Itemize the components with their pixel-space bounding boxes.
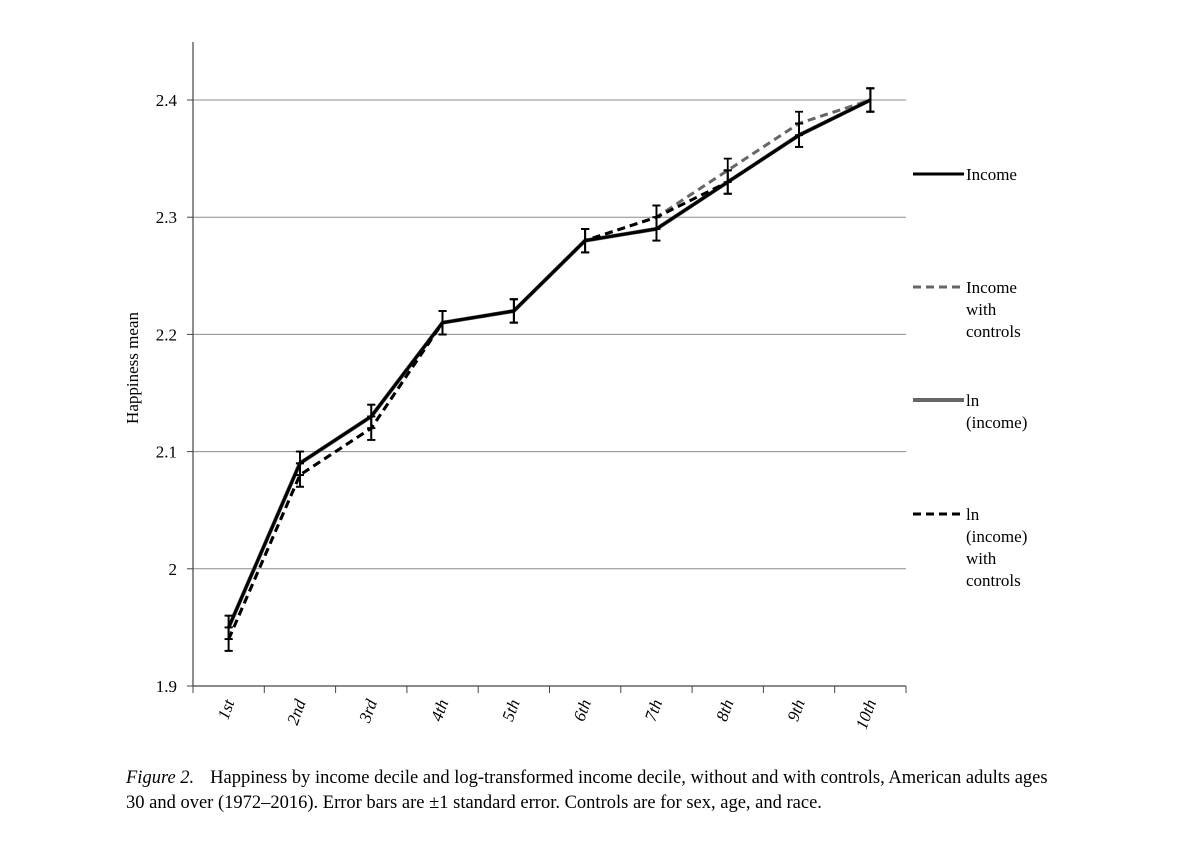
y-tick-label: 2.1	[156, 443, 177, 462]
axes	[187, 42, 907, 693]
series-line	[227, 98, 872, 640]
x-tick-label: 2nd	[283, 696, 310, 727]
y-tick-label: 2.2	[156, 325, 177, 344]
series-line	[227, 98, 871, 640]
legend-label: Income	[966, 278, 1017, 297]
figure-label: Figure 2.	[126, 768, 195, 788]
legend-label: Income	[966, 165, 1017, 184]
x-tick-label: 4th	[427, 697, 452, 724]
x-tick-label: 6th	[570, 697, 595, 724]
y-tick-label: 1.9	[156, 677, 177, 696]
legend-label: (income)	[966, 413, 1027, 432]
y-axis-label: Happiness mean	[123, 312, 142, 424]
y-tick-labels: 1.9 2 2.1 2.2 2.3 2.4	[156, 91, 178, 696]
x-tick-label: 8th	[712, 697, 737, 724]
legend-label: ln	[966, 505, 980, 524]
y-tick-label: 2.3	[156, 208, 177, 227]
caption-text: Happiness by income decile and log-trans…	[126, 768, 1048, 813]
y-tick-label: 2	[169, 560, 178, 579]
series-lines	[226, 98, 872, 640]
x-tick-labels: 1st 2nd 3rd 4th 5th 6th 7th 8th 9th 10th	[214, 696, 880, 732]
x-tick-label: 9th	[784, 697, 809, 724]
x-tick-label: 7th	[641, 697, 666, 724]
series-line	[226, 98, 872, 629]
y-tick-label: 2.4	[156, 91, 178, 110]
chart: 1.9 2 2.1 2.2 2.3 2.4 1st 2nd 3rd 4th 5th 6th 7th 8t…	[123, 42, 1027, 732]
gridlines	[193, 99, 906, 570]
error-bars	[224, 87, 875, 652]
legend: Income Income with controls ln (income) ln (inc…	[913, 165, 1027, 590]
legend-label: controls	[966, 571, 1021, 590]
legend-label: with	[966, 549, 997, 568]
legend-label: (income)	[966, 527, 1027, 546]
legend-label: controls	[966, 322, 1021, 341]
x-tick-label: 10th	[852, 697, 880, 732]
x-tick-label: 3rd	[355, 696, 381, 726]
series-line	[227, 98, 872, 628]
x-tick-label: 1st	[214, 696, 239, 722]
figure-caption: Figure 2. Happiness by income decile and …	[126, 766, 1056, 816]
legend-label: with	[966, 300, 997, 319]
x-tick-label: 5th	[498, 697, 523, 724]
legend-label: ln	[966, 391, 980, 410]
